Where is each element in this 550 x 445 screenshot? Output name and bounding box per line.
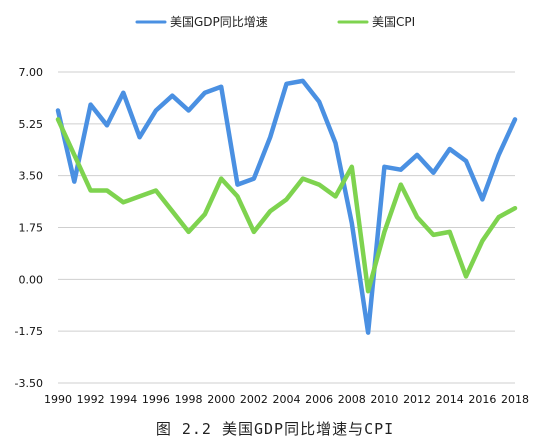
y-tick-label: 7.00 <box>19 66 44 79</box>
x-axis: 1990 1992 1994 1996 1998 2000 2002 2004 2006 2008… <box>44 393 529 406</box>
x-tick-label: 2008 <box>338 393 366 406</box>
figure-caption: 图 2.2 美国GDP同比增速与CPI <box>155 420 395 438</box>
y-tick-label: -1.75 <box>15 325 43 338</box>
x-tick-label: 2016 <box>468 393 496 406</box>
legend-label-gdp: 美国GDP同比增速 <box>170 15 268 29</box>
x-tick-label: 1992 <box>77 393 105 406</box>
chart-grid <box>58 71 515 384</box>
series-line-gdp <box>55 78 518 335</box>
chart-legend: 美国GDP同比增速 美国CPI <box>135 15 415 29</box>
y-tick-label: 0.00 <box>19 273 44 286</box>
legend-label-cpi: 美国CPI <box>372 15 415 29</box>
x-tick-label: 2000 <box>207 393 235 406</box>
x-tick-label: 2012 <box>403 393 431 406</box>
x-tick-label: 2014 <box>436 393 464 406</box>
line-chart: 美国GDP同比增速 美国CPI 7.00 5.25 3.50 1.75 0.00 -1.7… <box>15 15 529 406</box>
chart-series <box>55 78 518 335</box>
x-tick-label: 1990 <box>44 393 72 406</box>
x-tick-label: 2010 <box>370 393 398 406</box>
x-tick-label: 2006 <box>305 393 333 406</box>
series-line-cpi <box>55 117 518 294</box>
x-tick-label: 2004 <box>273 393 301 406</box>
x-tick-label: 2018 <box>501 393 529 406</box>
y-tick-label: 1.75 <box>19 222 44 235</box>
x-tick-label: 1998 <box>175 393 203 406</box>
y-axis: 7.00 5.25 3.50 1.75 0.00 -1.75 -3.50 <box>15 66 43 390</box>
x-tick-label: 2002 <box>240 393 268 406</box>
x-tick-label: 1994 <box>109 393 137 406</box>
y-tick-label: -3.50 <box>15 377 43 390</box>
x-tick-label: 1996 <box>142 393 170 406</box>
y-tick-label: 5.25 <box>19 118 44 131</box>
y-tick-label: 3.50 <box>19 170 44 183</box>
